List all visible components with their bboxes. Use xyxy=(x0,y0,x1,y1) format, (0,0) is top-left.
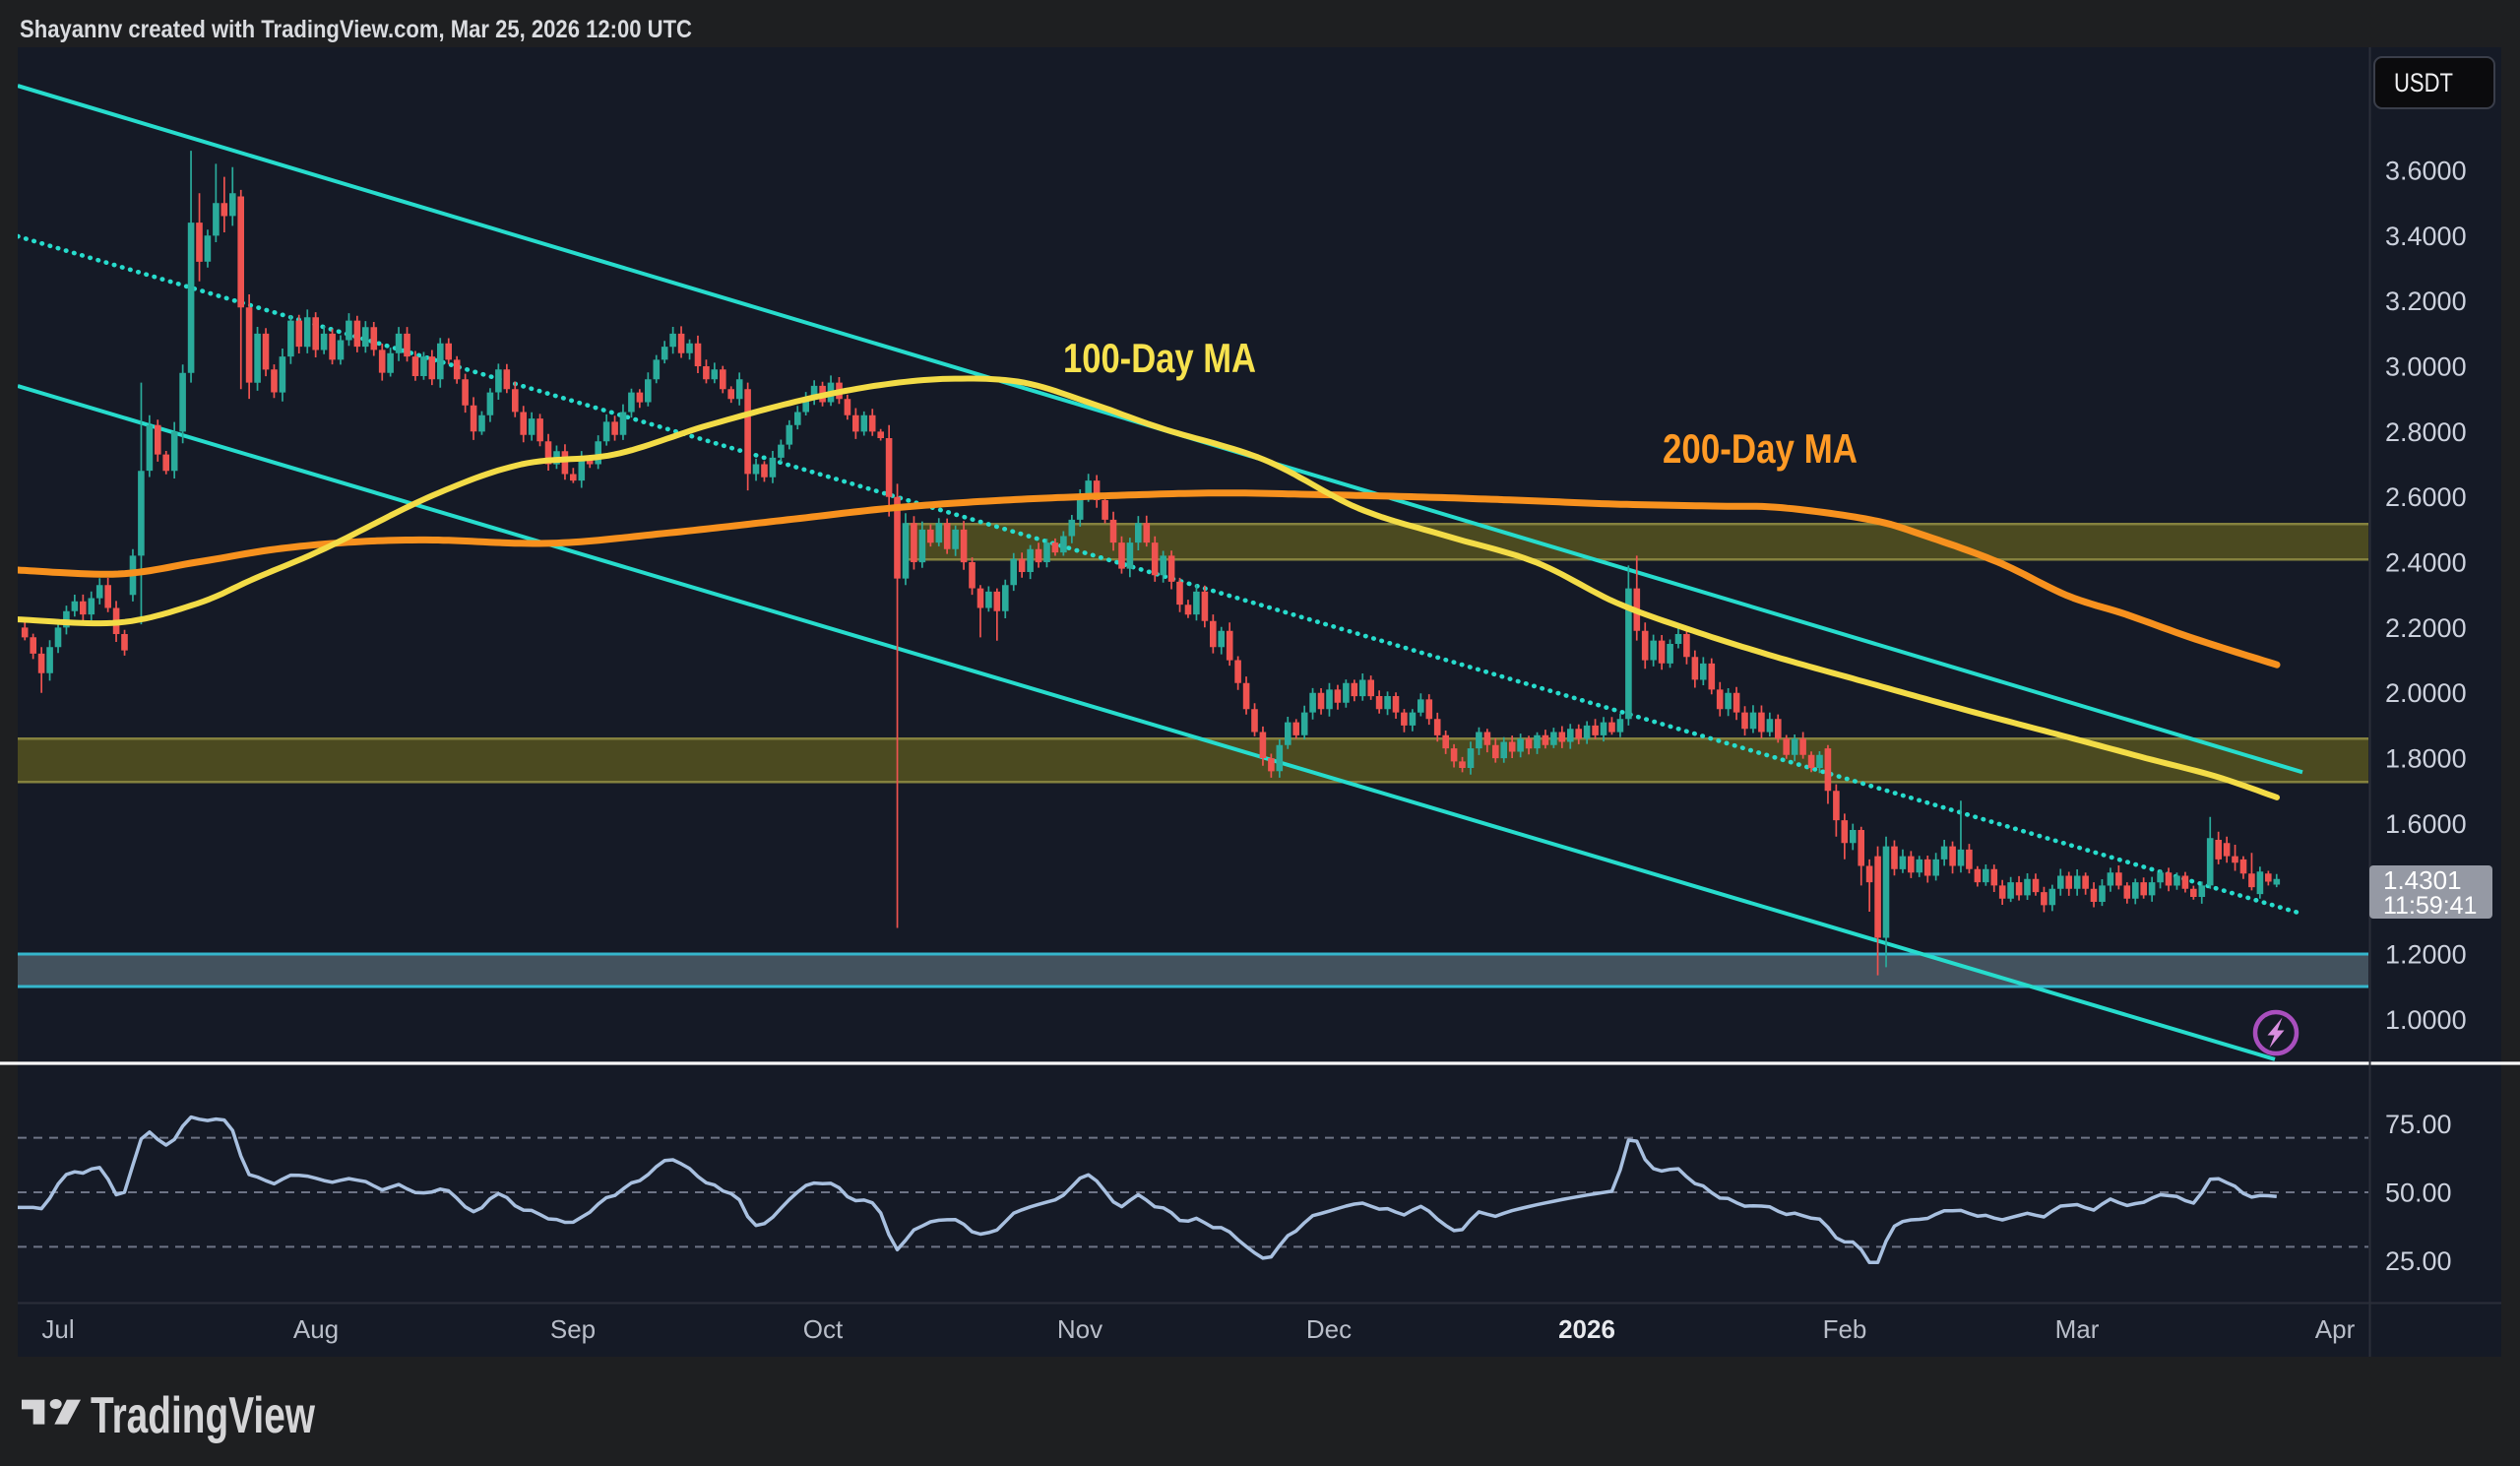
svg-text:TradingView: TradingView xyxy=(91,1387,315,1444)
svg-text:Mar: Mar xyxy=(2055,1314,2100,1344)
svg-text:2.6000: 2.6000 xyxy=(2385,482,2467,512)
svg-text:2.4000: 2.4000 xyxy=(2385,548,2467,578)
svg-text:Oct: Oct xyxy=(803,1314,844,1344)
svg-text:11:59:41: 11:59:41 xyxy=(2383,892,2477,920)
svg-text:Shayannv created with TradingV: Shayannv created with TradingView.com, M… xyxy=(20,16,692,43)
svg-text:USDT: USDT xyxy=(2394,68,2453,97)
svg-text:Jul: Jul xyxy=(41,1314,74,1344)
svg-text:3.0000: 3.0000 xyxy=(2385,352,2467,382)
svg-text:100-Day MA: 100-Day MA xyxy=(1063,335,1256,381)
svg-text:25.00: 25.00 xyxy=(2385,1246,2452,1276)
svg-text:3.6000: 3.6000 xyxy=(2385,157,2467,186)
svg-text:200-Day MA: 200-Day MA xyxy=(1663,425,1858,472)
svg-text:3.2000: 3.2000 xyxy=(2385,287,2467,316)
svg-text:1.8000: 1.8000 xyxy=(2385,744,2467,774)
svg-text:1.2000: 1.2000 xyxy=(2385,940,2467,970)
svg-text:50.00: 50.00 xyxy=(2385,1179,2452,1208)
svg-text:Apr: Apr xyxy=(2315,1314,2356,1344)
svg-text:1.6000: 1.6000 xyxy=(2385,809,2467,839)
svg-text:3.4000: 3.4000 xyxy=(2385,222,2467,251)
svg-text:2.0000: 2.0000 xyxy=(2385,678,2467,708)
svg-text:Aug: Aug xyxy=(293,1314,339,1344)
svg-text:Dec: Dec xyxy=(1306,1314,1352,1344)
svg-text:1.0000: 1.0000 xyxy=(2385,1005,2467,1035)
svg-text:Feb: Feb xyxy=(1823,1314,1867,1344)
svg-text:2.8000: 2.8000 xyxy=(2385,417,2467,447)
svg-text:Sep: Sep xyxy=(550,1314,596,1344)
svg-text:2026: 2026 xyxy=(1558,1314,1615,1344)
svg-text:75.00: 75.00 xyxy=(2385,1110,2452,1139)
svg-text:2.2000: 2.2000 xyxy=(2385,613,2467,643)
svg-text:1.4301: 1.4301 xyxy=(2383,865,2462,895)
svg-text:Nov: Nov xyxy=(1057,1314,1102,1344)
